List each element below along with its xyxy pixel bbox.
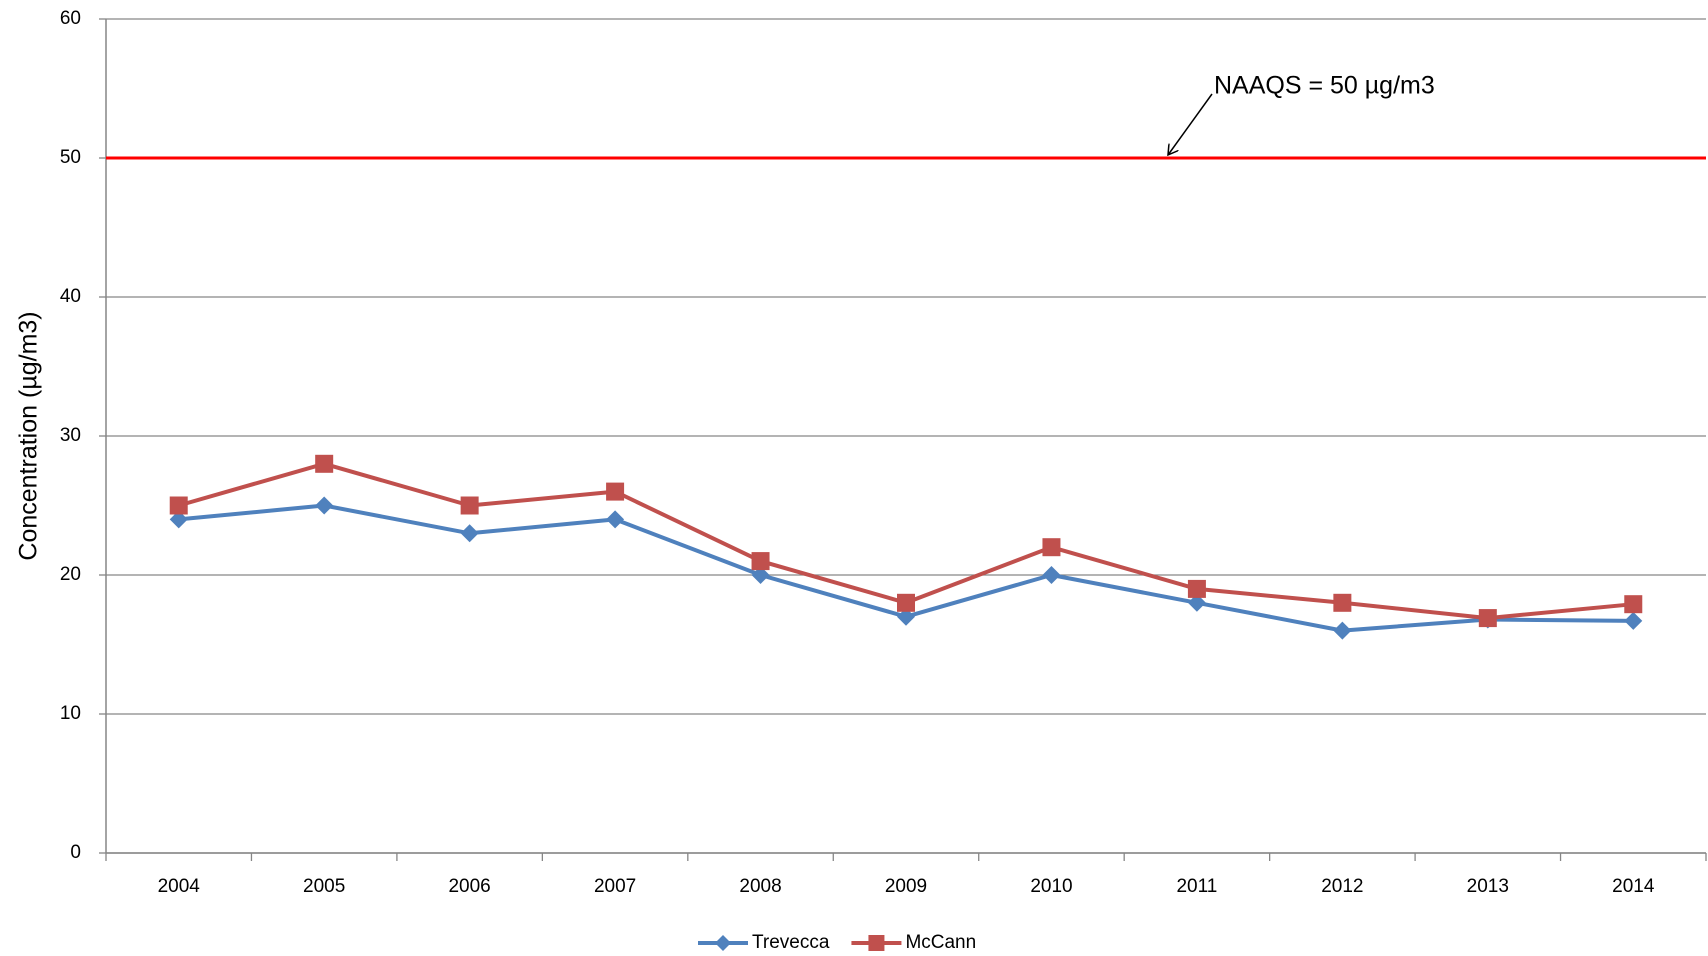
data-point <box>1042 538 1061 557</box>
legend-label: McCann <box>905 932 976 953</box>
data-point <box>897 607 915 626</box>
data-point <box>169 496 188 515</box>
data-point <box>897 593 915 612</box>
data-point <box>1187 579 1206 598</box>
x-tick-label: 2004 <box>158 876 201 897</box>
x-tick-label: 2009 <box>885 876 927 897</box>
data-point <box>315 454 334 473</box>
x-tick-label: 2012 <box>1321 876 1363 897</box>
data-point <box>460 524 479 543</box>
x-tick-label: 2011 <box>1176 876 1217 897</box>
data-point <box>1624 595 1643 614</box>
annotation-arrow <box>1168 93 1213 155</box>
legend-label: Trevecca <box>752 932 830 953</box>
data-point <box>606 482 625 501</box>
x-tick-label: 2006 <box>448 876 490 897</box>
y-axis-title: Concentration (µg/m3) <box>15 311 43 560</box>
annotation: NAAQS = 50 µg/m3 <box>1214 72 1435 100</box>
x-tick-label: 2013 <box>1467 876 1509 897</box>
legend-marker <box>868 935 885 951</box>
y-tick-label: 40 <box>60 286 81 307</box>
x-tick-label: 2005 <box>303 876 345 897</box>
x-tick-label: 2014 <box>1612 876 1655 897</box>
data-point <box>1333 621 1352 640</box>
data-point <box>315 496 334 515</box>
data-point <box>1187 593 1206 612</box>
y-tick-label: 20 <box>60 564 81 585</box>
data-point <box>606 510 625 529</box>
data-point <box>751 566 770 584</box>
data-point <box>1333 593 1352 612</box>
y-tick-label: 10 <box>60 703 81 724</box>
x-tick-label: 2007 <box>594 876 636 897</box>
data-point <box>1624 611 1643 630</box>
y-tick-label: 50 <box>60 147 81 168</box>
data-point <box>460 496 479 515</box>
data-point <box>169 510 188 529</box>
data-point <box>1042 566 1061 584</box>
x-tick-label: 2010 <box>1030 876 1072 897</box>
legend-marker <box>715 935 731 951</box>
x-tick-label: 2008 <box>739 876 781 897</box>
y-tick-label: 30 <box>60 425 81 446</box>
data-point <box>751 552 770 571</box>
y-tick-label: 60 <box>60 8 81 29</box>
data-point <box>1478 609 1497 628</box>
y-tick-label: 0 <box>70 842 81 863</box>
